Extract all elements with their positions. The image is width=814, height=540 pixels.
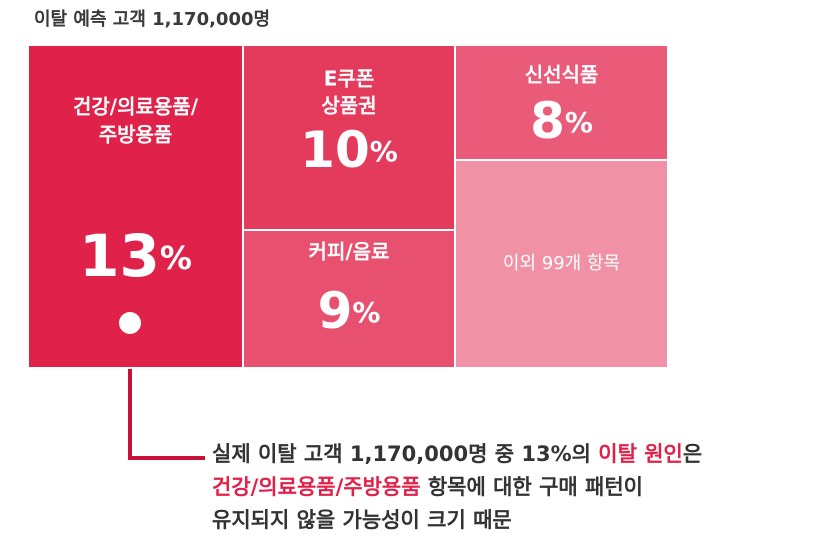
tile bbox=[242, 229, 456, 369]
tile-label: 커피/음료 bbox=[309, 240, 390, 264]
annotation-line: 유지되지 않을 가능성이 크기 때문 bbox=[212, 508, 512, 532]
tile bbox=[454, 44, 669, 161]
chart-title: 이탈 예측 고객 1,170,000명 bbox=[34, 9, 270, 30]
value-label: 9% bbox=[318, 282, 381, 340]
tile-label: 주방용품 bbox=[99, 123, 173, 147]
value-unit: % bbox=[370, 135, 398, 168]
value-unit: % bbox=[352, 296, 380, 329]
tile bbox=[27, 44, 244, 369]
value-number: 9 bbox=[318, 282, 353, 340]
value-number: 13 bbox=[79, 222, 160, 290]
value-label: 13% bbox=[79, 222, 192, 290]
tile-label: 건강/의료용품/ bbox=[73, 95, 199, 119]
annotation-highlight: 이탈 원인 bbox=[598, 442, 683, 466]
tile-label: E쿠폰 bbox=[324, 67, 374, 91]
value-unit: % bbox=[160, 239, 192, 277]
callout-dot bbox=[119, 312, 141, 334]
tile bbox=[242, 44, 456, 231]
annotation-highlight: 건강/의료용품/주방용품 bbox=[212, 475, 421, 499]
annotation-text: 항목에 대한 구매 패턴이 bbox=[421, 475, 643, 499]
value-number: 10 bbox=[300, 121, 370, 179]
value-unit: % bbox=[565, 106, 593, 139]
value-label: 8% bbox=[530, 92, 593, 150]
value-number: 8 bbox=[530, 92, 565, 150]
annotation-text: 실제 이탈 고객 1,170,000명 중 13%의 bbox=[212, 442, 598, 466]
tile-label: 신선식품 bbox=[525, 63, 599, 87]
annotation-line: 건강/의료용품/주방용품 항목에 대한 구매 패턴이 bbox=[212, 475, 643, 499]
annotation-line: 실제 이탈 고객 1,170,000명 중 13%의 이탈 원인은 bbox=[212, 442, 702, 466]
annotation-text: 유지되지 않을 가능성이 크기 때문 bbox=[212, 508, 512, 532]
annotation-text: 은 bbox=[683, 442, 702, 466]
tile-label: 상품권 bbox=[321, 94, 376, 118]
value-label: 10% bbox=[300, 121, 398, 179]
tile-label: 이외 99개 항목 bbox=[503, 253, 620, 274]
tile bbox=[454, 159, 669, 369]
